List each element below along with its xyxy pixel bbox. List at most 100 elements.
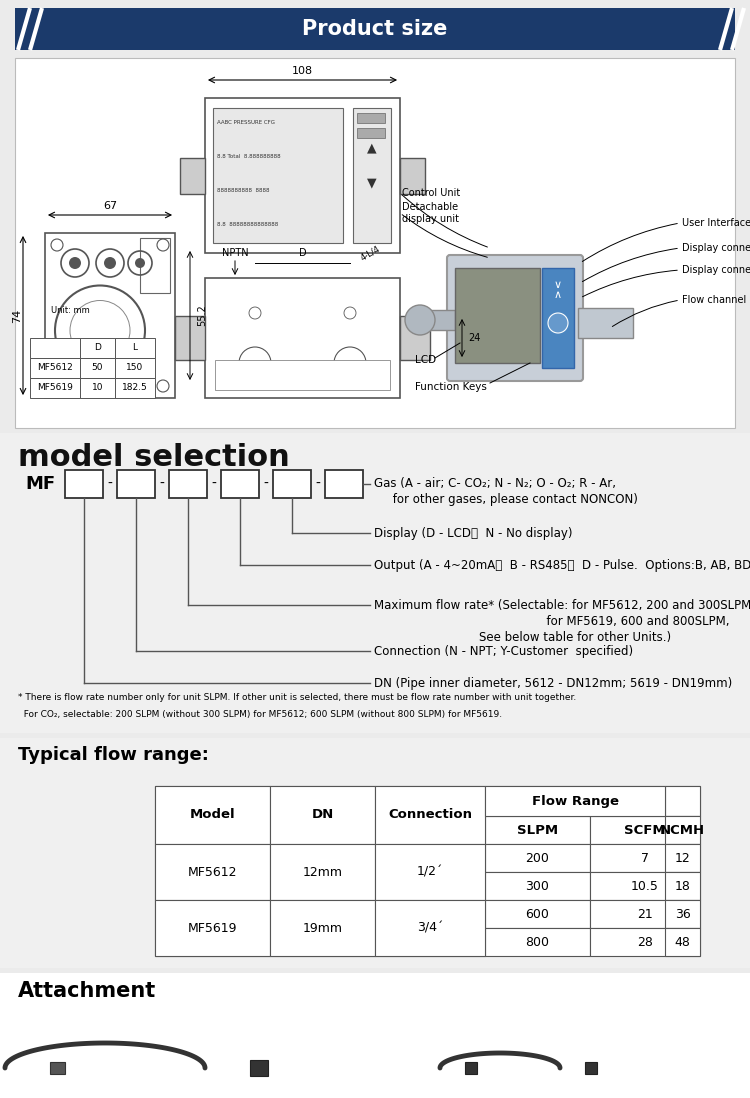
Bar xyxy=(357,113,385,123)
Text: 200: 200 xyxy=(526,852,550,864)
Bar xyxy=(0,433,750,733)
Text: Flow channel: Flow channel xyxy=(682,295,746,305)
Text: Function Keys: Function Keys xyxy=(415,382,487,392)
Bar xyxy=(155,844,270,900)
Text: -: - xyxy=(263,477,268,491)
Text: Gas (A - air; C- CO₂; N - N₂; O - O₂; R - Ar,: Gas (A - air; C- CO₂; N - N₂; O - O₂; R … xyxy=(374,478,616,491)
Bar xyxy=(270,900,375,928)
Text: ∧: ∧ xyxy=(554,290,562,300)
Bar xyxy=(455,268,540,363)
Text: 18: 18 xyxy=(674,879,691,893)
Bar xyxy=(465,1062,477,1074)
Bar xyxy=(80,378,115,397)
Text: 150: 150 xyxy=(126,363,144,372)
Bar xyxy=(0,973,750,1098)
Bar xyxy=(357,128,385,138)
Text: 67: 67 xyxy=(103,201,117,211)
Text: 108: 108 xyxy=(292,66,313,76)
Text: Display (D - LCD：  N - No display): Display (D - LCD： N - No display) xyxy=(374,527,572,539)
Text: for other gases, please contact NONCON): for other gases, please contact NONCON) xyxy=(374,493,638,506)
Text: Typical flow range:: Typical flow range: xyxy=(18,746,208,764)
Bar xyxy=(375,786,485,816)
Bar xyxy=(578,309,633,338)
Bar xyxy=(80,358,115,378)
Text: ∨: ∨ xyxy=(554,280,562,290)
Text: MF5619: MF5619 xyxy=(37,383,73,392)
Text: Connection (N - NPT; Y-Customer  specified): Connection (N - NPT; Y-Customer specifie… xyxy=(374,645,633,658)
Text: * There is flow rate number only for unit SLPM. If other unit is selected, there: * There is flow rate number only for uni… xyxy=(18,694,576,703)
Text: 74: 74 xyxy=(12,309,22,323)
Text: SCFM: SCFM xyxy=(624,824,666,837)
Bar xyxy=(30,358,80,378)
Text: Display connection A: Display connection A xyxy=(682,243,750,253)
Bar xyxy=(585,1062,597,1074)
Bar xyxy=(205,278,400,397)
Bar xyxy=(155,872,270,900)
Bar xyxy=(115,358,155,378)
Text: Product size: Product size xyxy=(302,19,448,40)
Bar xyxy=(50,1062,65,1074)
Bar xyxy=(353,108,391,243)
Text: 1/2´: 1/2´ xyxy=(417,865,443,878)
Bar xyxy=(375,900,485,928)
Text: Flow Range: Flow Range xyxy=(532,795,619,807)
Bar xyxy=(485,872,590,900)
Text: ▲: ▲ xyxy=(368,142,376,155)
Text: MF5612: MF5612 xyxy=(37,363,73,372)
Bar xyxy=(665,844,700,872)
Bar xyxy=(115,338,155,358)
Bar xyxy=(155,900,270,928)
Bar xyxy=(15,8,735,51)
Bar xyxy=(375,816,485,844)
Bar xyxy=(665,900,700,928)
Bar xyxy=(485,786,665,816)
Text: MF5619: MF5619 xyxy=(188,921,237,934)
Bar xyxy=(665,786,700,816)
Text: 8.8  88888888888888: 8.8 88888888888888 xyxy=(217,222,278,227)
Text: Unit: mm: Unit: mm xyxy=(51,306,90,315)
Bar xyxy=(590,900,700,928)
Text: DN: DN xyxy=(311,808,334,821)
Text: See below table for other Units.): See below table for other Units.) xyxy=(374,630,671,643)
Bar xyxy=(80,338,115,358)
Text: 600: 600 xyxy=(526,908,550,920)
Text: Control Unit: Control Unit xyxy=(402,188,460,198)
Text: 19mm: 19mm xyxy=(302,921,343,934)
Bar xyxy=(485,844,590,872)
Bar xyxy=(542,268,574,368)
Bar xyxy=(270,786,375,844)
Bar xyxy=(117,470,155,498)
Text: For CO₂, selectable: 200 SLPM (without 300 SLPM) for MF5612; 600 SLPM (without 8: For CO₂, selectable: 200 SLPM (without 3… xyxy=(18,710,502,719)
Text: SLPM: SLPM xyxy=(517,824,558,837)
Bar xyxy=(155,816,270,844)
Bar xyxy=(30,378,80,397)
Bar xyxy=(270,928,375,956)
Text: 10.5: 10.5 xyxy=(631,879,659,893)
Text: 12: 12 xyxy=(675,852,690,864)
Text: 4-L/4: 4-L/4 xyxy=(358,244,381,262)
Text: NPTN: NPTN xyxy=(222,248,248,258)
Bar xyxy=(375,844,485,900)
Text: 300: 300 xyxy=(526,879,550,893)
Text: -: - xyxy=(160,477,164,491)
Text: DN (Pipe inner diameter, 5612 - DN12mm; 5619 - DN19mm): DN (Pipe inner diameter, 5612 - DN12mm; … xyxy=(374,676,732,690)
Bar xyxy=(270,816,375,844)
Text: 182.5: 182.5 xyxy=(122,383,148,392)
Bar xyxy=(590,816,700,844)
Circle shape xyxy=(69,257,81,269)
Text: for MF5619, 600 and 800SLPM,: for MF5619, 600 and 800SLPM, xyxy=(374,615,730,627)
Text: 24: 24 xyxy=(468,333,480,343)
Bar xyxy=(270,872,375,900)
Bar xyxy=(485,900,590,928)
Text: Maximum flow rate* (Selectable: for MF5612, 200 and 300SLPM,: Maximum flow rate* (Selectable: for MF56… xyxy=(374,598,750,612)
Bar xyxy=(485,786,590,816)
Text: Detachable
display unit: Detachable display unit xyxy=(402,202,459,224)
Circle shape xyxy=(104,257,116,269)
Bar xyxy=(115,378,155,397)
Bar xyxy=(665,928,700,956)
Bar xyxy=(180,158,205,194)
Text: LCD: LCD xyxy=(415,355,436,365)
Bar xyxy=(30,338,80,358)
Bar xyxy=(155,786,270,816)
Bar xyxy=(169,470,207,498)
